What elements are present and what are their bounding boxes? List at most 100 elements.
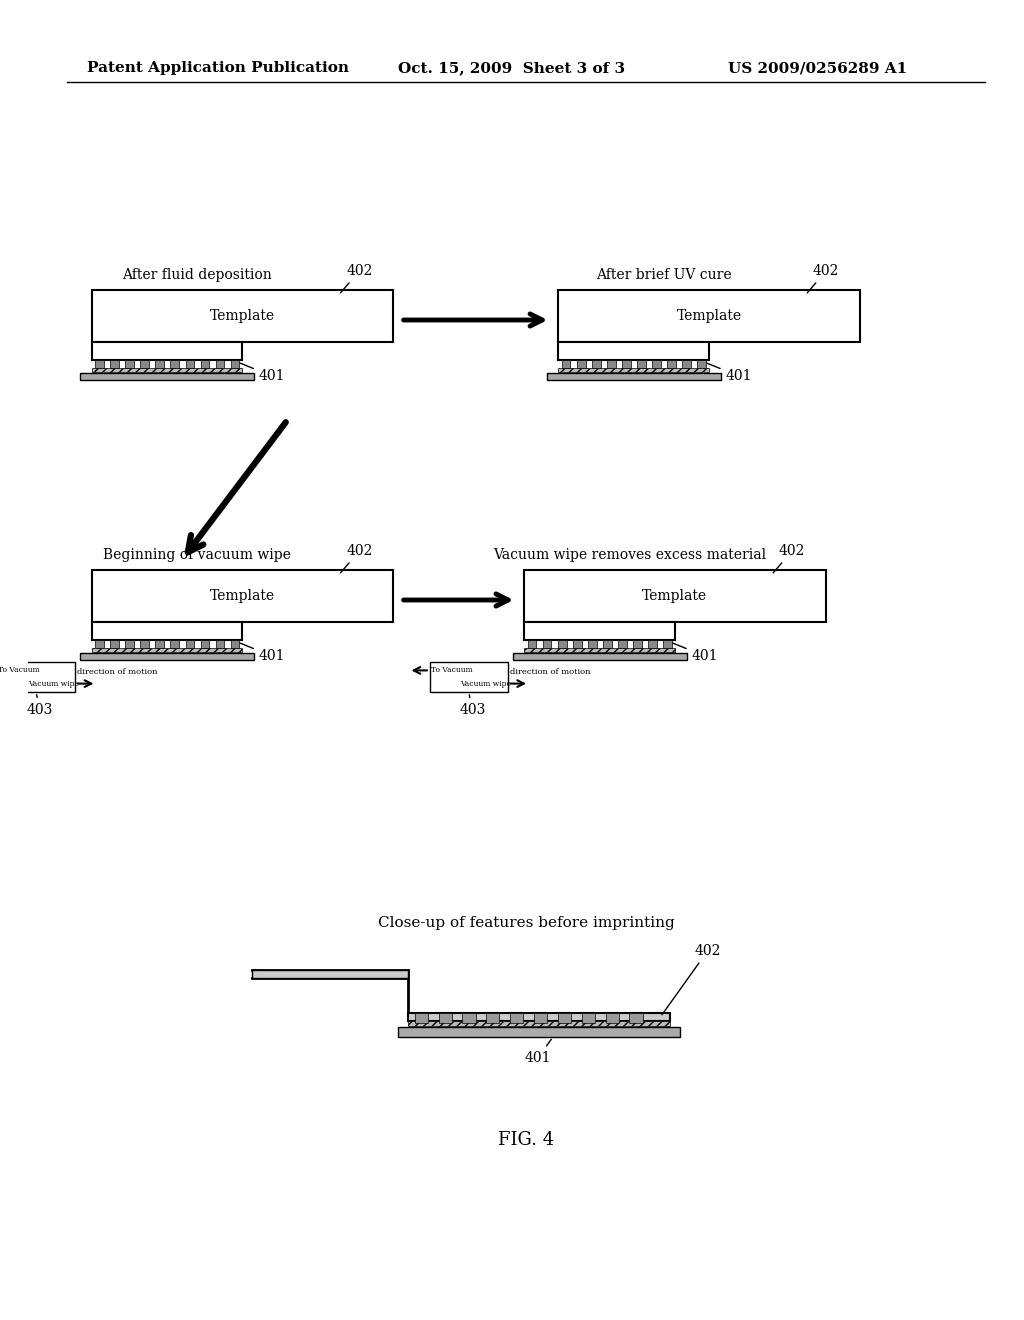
Bar	[547, 374, 721, 380]
Text: 402: 402	[807, 264, 840, 293]
Text: To Vacuum: To Vacuum	[0, 667, 40, 675]
Text: Beginning of vacuum wipe: Beginning of vacuum wipe	[103, 548, 291, 562]
Bar	[510, 1012, 523, 1023]
Text: Template: Template	[210, 589, 274, 603]
Bar	[216, 640, 224, 648]
Bar	[91, 368, 243, 372]
Bar	[524, 570, 825, 622]
Text: 402: 402	[662, 944, 721, 1015]
Text: Close-up of features before imprinting: Close-up of features before imprinting	[378, 916, 675, 931]
Bar	[91, 622, 243, 640]
Bar	[111, 360, 119, 368]
Text: US 2009/0256289 A1: US 2009/0256289 A1	[728, 61, 907, 75]
Bar	[558, 342, 709, 360]
Bar	[408, 1012, 670, 1020]
Bar	[140, 640, 148, 648]
Bar	[535, 1012, 547, 1023]
Text: 401: 401	[707, 363, 752, 383]
Bar	[582, 1012, 595, 1023]
Bar	[125, 360, 134, 368]
Bar	[230, 360, 240, 368]
Bar	[562, 360, 570, 368]
Bar	[573, 640, 582, 648]
Bar	[558, 640, 566, 648]
Bar	[527, 640, 537, 648]
Bar	[185, 360, 195, 368]
Text: 401: 401	[240, 363, 286, 383]
Bar	[408, 1020, 670, 1026]
Bar	[524, 622, 675, 640]
Bar	[216, 360, 224, 368]
Text: After brief UV cure: After brief UV cure	[596, 268, 731, 282]
Bar	[230, 640, 240, 648]
Bar	[95, 640, 103, 648]
Bar	[438, 1012, 452, 1023]
Bar	[668, 360, 676, 368]
Bar	[607, 360, 615, 368]
Bar	[664, 640, 672, 648]
Text: To Vacuum: To Vacuum	[431, 667, 472, 675]
Bar	[415, 1012, 428, 1023]
Bar	[623, 360, 631, 368]
Bar	[95, 360, 103, 368]
Bar	[201, 640, 209, 648]
Text: 403: 403	[27, 694, 53, 717]
Text: Vacuum wipe removes excess material: Vacuum wipe removes excess material	[494, 548, 766, 562]
Bar	[558, 1012, 571, 1023]
Bar	[633, 640, 642, 648]
Text: direction of motion: direction of motion	[77, 668, 158, 676]
Bar	[91, 648, 243, 652]
Bar	[80, 374, 254, 380]
Bar	[170, 640, 179, 648]
Bar	[558, 290, 860, 342]
Bar	[140, 360, 148, 368]
Bar	[524, 648, 675, 652]
Text: 401: 401	[240, 643, 286, 663]
Text: 402: 402	[341, 264, 373, 293]
Bar	[170, 360, 179, 368]
Text: Patent Application Publication: Patent Application Publication	[87, 61, 348, 75]
Text: 402: 402	[773, 544, 805, 573]
Bar	[577, 360, 586, 368]
Bar	[0, 663, 75, 692]
Bar	[558, 368, 709, 372]
Text: FIG. 4: FIG. 4	[498, 1131, 554, 1148]
Bar	[637, 360, 646, 368]
Bar	[605, 1012, 618, 1023]
Bar	[513, 653, 687, 660]
Bar	[486, 1012, 500, 1023]
Bar	[156, 640, 164, 648]
Bar	[91, 570, 393, 622]
Text: Template: Template	[677, 309, 741, 323]
Text: Vacuum wipe: Vacuum wipe	[461, 680, 511, 688]
Bar	[91, 342, 243, 360]
Bar	[592, 360, 601, 368]
Bar	[397, 1027, 680, 1038]
Bar	[252, 970, 408, 978]
Text: 401: 401	[673, 643, 718, 663]
Bar	[630, 1012, 643, 1023]
Bar	[156, 360, 164, 368]
Bar	[543, 640, 552, 648]
Text: direction of motion: direction of motion	[510, 668, 590, 676]
Bar	[697, 360, 707, 368]
Text: 403: 403	[459, 694, 485, 717]
Bar	[648, 640, 657, 648]
Bar	[201, 360, 209, 368]
Bar	[111, 640, 119, 648]
Text: After fluid deposition: After fluid deposition	[122, 268, 272, 282]
Bar	[603, 640, 611, 648]
Bar	[125, 640, 134, 648]
Text: Oct. 15, 2009  Sheet 3 of 3: Oct. 15, 2009 Sheet 3 of 3	[397, 61, 625, 75]
Bar	[463, 1012, 475, 1023]
Bar	[588, 640, 597, 648]
Bar	[652, 360, 660, 368]
Bar	[91, 290, 393, 342]
Text: Template: Template	[210, 309, 274, 323]
Bar	[430, 663, 508, 692]
Text: 401: 401	[524, 1039, 551, 1065]
Bar	[618, 640, 627, 648]
Text: Template: Template	[642, 589, 708, 603]
Bar	[682, 360, 691, 368]
Bar	[80, 653, 254, 660]
